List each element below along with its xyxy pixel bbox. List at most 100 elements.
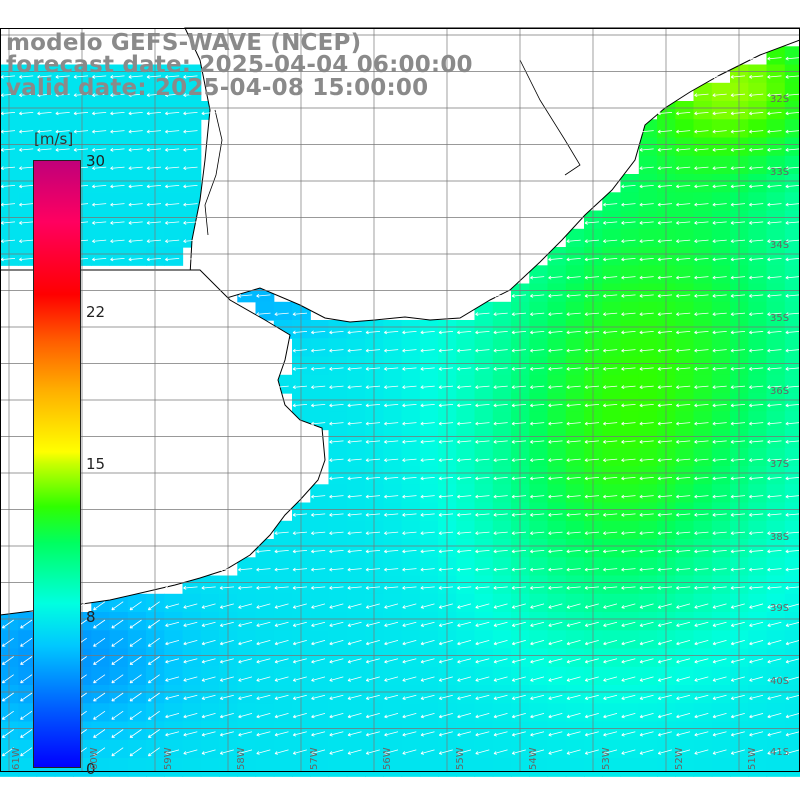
wind-cell xyxy=(766,648,786,668)
wind-cell xyxy=(292,502,311,522)
wind-arrow xyxy=(1,656,14,665)
wind-arrow xyxy=(657,603,672,609)
wind-arrow xyxy=(767,275,782,280)
wind-cell xyxy=(529,575,549,595)
wind-cell xyxy=(547,630,567,650)
wind-cell xyxy=(383,557,403,577)
wind-arrow xyxy=(165,111,180,116)
wind-cell xyxy=(365,539,384,558)
wind-arrow xyxy=(365,385,381,390)
wind-arrow xyxy=(493,385,508,390)
wind-arrow xyxy=(329,421,344,426)
wind-cell xyxy=(602,338,622,358)
wind-arrow xyxy=(621,676,636,682)
wind-cell xyxy=(365,612,384,631)
wind-arrow xyxy=(402,731,417,737)
wind-cell xyxy=(200,648,220,668)
wind-arrow xyxy=(511,458,527,463)
wind-cell xyxy=(438,593,457,613)
wind-arrow xyxy=(530,293,545,298)
wind-arrow xyxy=(147,729,160,738)
wind-arrow xyxy=(110,93,125,98)
wind-cell xyxy=(492,301,512,321)
wind-cell xyxy=(438,557,457,577)
wind-arrow xyxy=(93,729,106,738)
wind-cell xyxy=(346,666,366,686)
wind-arrow xyxy=(111,747,124,757)
wind-arrow xyxy=(256,640,271,646)
wind-arrow xyxy=(420,531,435,536)
wind-arrow xyxy=(329,366,344,371)
wind-arrow xyxy=(676,549,691,554)
wind-cell xyxy=(602,502,622,522)
wind-arrow xyxy=(712,494,727,499)
wind-cell xyxy=(638,520,658,540)
wind-arrow xyxy=(420,385,435,390)
wind-arrow xyxy=(566,366,581,371)
wind-arrow xyxy=(548,293,563,298)
wind-arrow xyxy=(511,749,526,755)
wind-cell xyxy=(492,356,512,376)
wind-arrow xyxy=(639,585,654,590)
wind-cell xyxy=(693,685,713,704)
wind-cell xyxy=(328,338,348,358)
wind-arrow xyxy=(712,749,727,755)
wind-cell xyxy=(273,666,293,686)
wind-cell xyxy=(584,685,603,704)
wind-cell xyxy=(511,721,530,741)
wind-cell xyxy=(602,265,622,285)
wind-cell xyxy=(292,593,311,613)
wind-arrow xyxy=(201,694,216,700)
wind-arrow xyxy=(676,202,691,207)
wind-arrow xyxy=(110,129,125,134)
wind-arrow xyxy=(584,275,600,280)
wind-cell xyxy=(164,210,184,230)
wind-cell xyxy=(492,593,512,613)
wind-arrow xyxy=(712,275,727,280)
wind-arrow xyxy=(347,512,362,517)
wind-cell xyxy=(73,82,92,102)
wind-cell xyxy=(419,393,439,412)
wind-cell xyxy=(419,630,439,650)
wind-cell xyxy=(91,155,111,175)
graticule xyxy=(0,28,800,772)
wind-arrow xyxy=(785,220,800,225)
wind-arrow xyxy=(438,658,453,664)
wind-arrow xyxy=(694,202,709,207)
wind-arrow xyxy=(55,129,70,134)
wind-cell xyxy=(474,320,494,339)
wind-arrow xyxy=(438,694,453,700)
wind-cell xyxy=(730,247,749,266)
wind-cell xyxy=(675,612,695,631)
wind-cell xyxy=(730,520,749,540)
wind-arrow xyxy=(621,330,636,335)
wind-cell xyxy=(638,137,658,157)
wind-arrow xyxy=(292,549,308,554)
wind-cell xyxy=(565,520,585,540)
wind-cell xyxy=(638,593,658,613)
wind-cell xyxy=(730,338,749,358)
wind-cell xyxy=(675,374,695,394)
wind-arrow xyxy=(584,476,600,481)
wind-arrow xyxy=(676,257,691,262)
wind-cell xyxy=(401,320,421,339)
wind-arrow xyxy=(365,476,381,481)
wind-arrow xyxy=(329,694,344,700)
wind-cell xyxy=(456,666,476,686)
wind-arrow xyxy=(238,658,253,664)
wind-cell xyxy=(693,666,713,686)
wind-cell xyxy=(383,320,403,339)
wind-cell xyxy=(730,374,749,394)
wind-arrow xyxy=(603,202,618,207)
wind-cell xyxy=(328,593,348,613)
wind-cell xyxy=(620,338,640,358)
wind-arrow xyxy=(493,403,508,408)
wind-cell xyxy=(748,137,768,157)
wind-arrow xyxy=(20,729,33,738)
wind-arrow xyxy=(438,439,454,444)
wind-cell xyxy=(529,630,549,650)
wind-cell xyxy=(200,758,220,777)
wind-arrow xyxy=(730,458,746,463)
wind-arrow xyxy=(785,366,800,371)
wind-cell xyxy=(492,393,512,412)
